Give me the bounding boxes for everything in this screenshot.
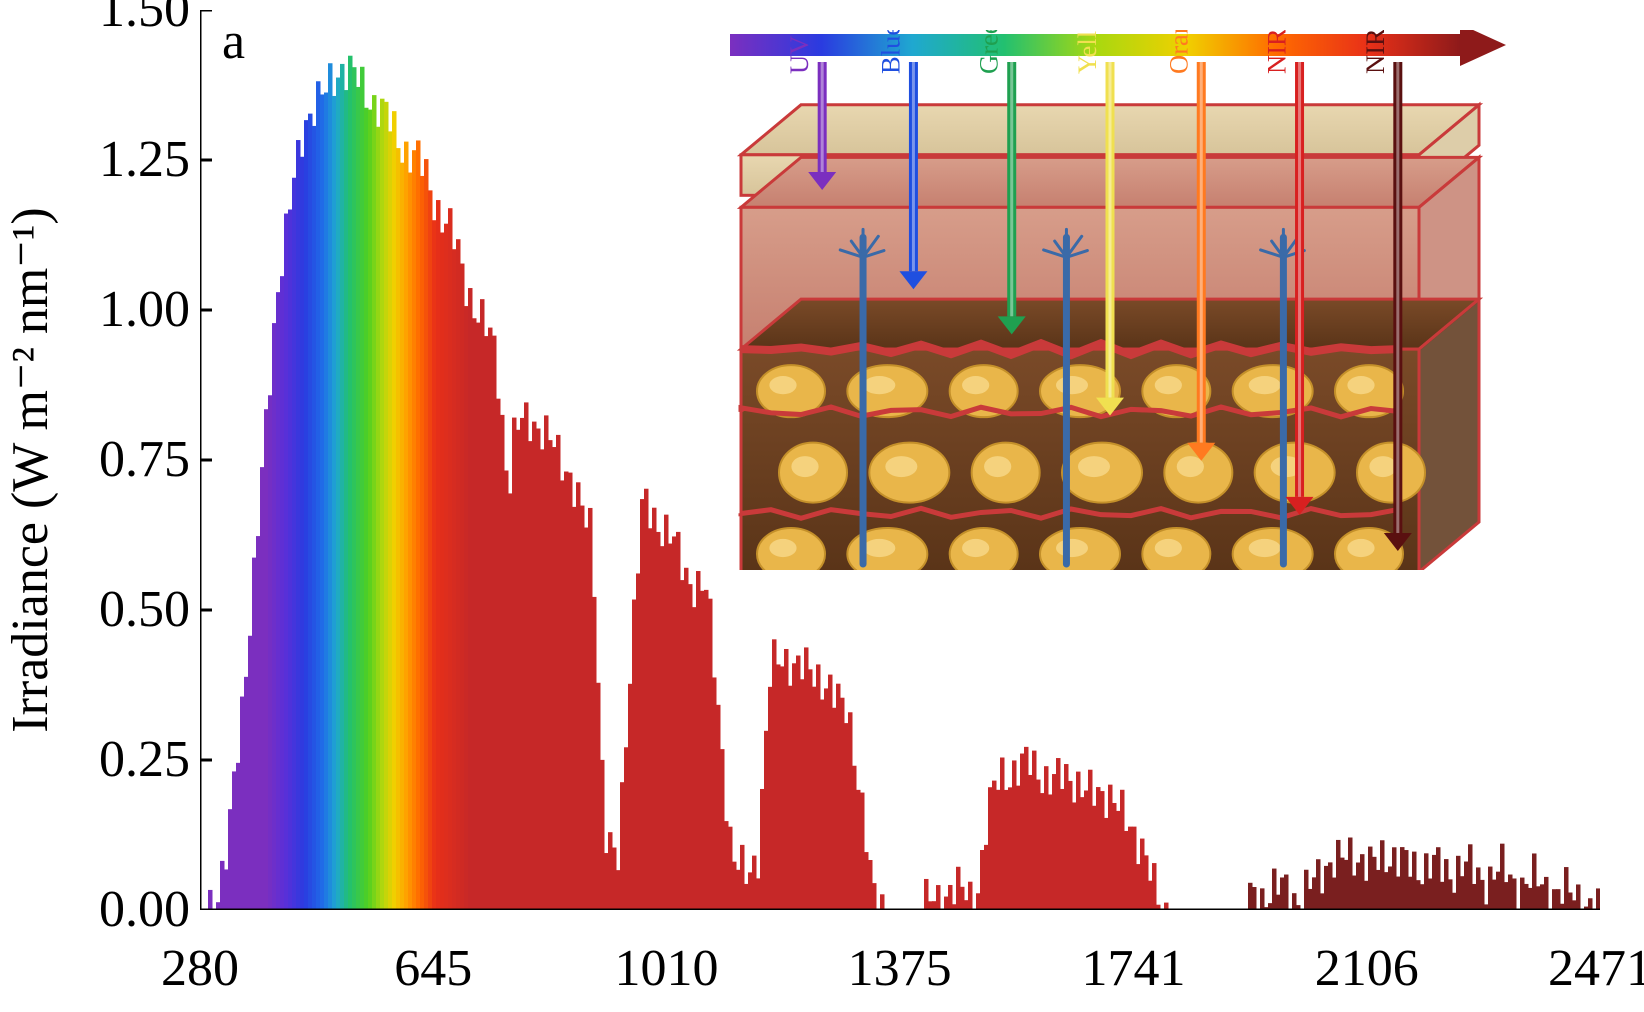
panel-letter: a bbox=[222, 12, 245, 71]
y-axis-label: Irradiance (W m⁻² nm⁻¹) bbox=[0, 207, 60, 732]
inset-diagram: UV Blue Green Yellow Orange NIR I NIR II bbox=[700, 30, 1520, 570]
y-tick-label: 1.25 bbox=[80, 130, 190, 189]
panel-letter-text: a bbox=[222, 13, 245, 70]
penetration-label: Yellow bbox=[1072, 30, 1102, 74]
ylabel-text: Irradiance (W m⁻² nm⁻¹) bbox=[2, 207, 59, 732]
penetration-label: NIR I bbox=[1262, 30, 1292, 74]
chart-wrapper: Irradiance (W m⁻² nm⁻¹) 0.00 0.25 0.50 0.75… bbox=[0, 0, 1644, 1012]
penetration-label: Blue bbox=[875, 30, 905, 74]
y-tick-label: 0.50 bbox=[80, 580, 190, 639]
x-tick-label: 2471 bbox=[1548, 939, 1644, 998]
y-tick-label: 0.75 bbox=[80, 430, 190, 489]
penetration-label: UV bbox=[784, 36, 814, 74]
y-tick-label: 1.00 bbox=[80, 280, 190, 339]
y-tick-label: 0.00 bbox=[80, 880, 190, 939]
inset-svg: UV Blue Green Yellow Orange NIR I NIR II bbox=[700, 30, 1520, 570]
y-tick-label: 0.25 bbox=[80, 730, 190, 789]
x-tick-label: 1010 bbox=[614, 939, 718, 998]
x-tick-label: 1375 bbox=[848, 939, 952, 998]
x-tick-label: 2106 bbox=[1315, 939, 1419, 998]
y-tick-label: 1.50 bbox=[80, 0, 190, 39]
penetration-label: Orange bbox=[1163, 30, 1193, 74]
x-tick-label: 280 bbox=[161, 939, 239, 998]
penetration-label: Green bbox=[974, 30, 1004, 74]
penetration-label: NIR II bbox=[1360, 30, 1390, 74]
spectrum-gradient-arrowhead bbox=[1460, 30, 1506, 66]
x-tick-label: 1741 bbox=[1082, 939, 1186, 998]
x-tick-label: 645 bbox=[394, 939, 472, 998]
